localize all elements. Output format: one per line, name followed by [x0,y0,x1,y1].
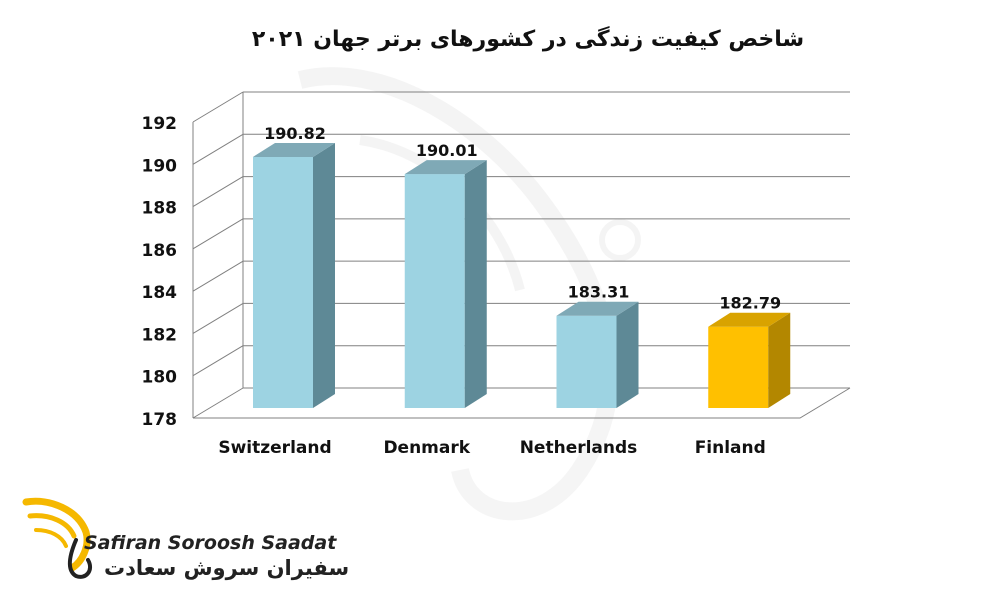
floor-line [193,387,851,419]
gridline-side [192,218,244,250]
bird-logo-icon [22,497,93,579]
logo-text-fa: سفیران سروش سعادت [104,556,350,580]
y-tick-label: 178 [142,410,178,430]
bars-layer [253,142,791,408]
gridline-side [192,387,244,419]
data-label: 182.79 [719,294,781,313]
bar-side [464,160,487,408]
data-label: 183.31 [568,283,630,302]
labels-layer: 178 180 182 184 186 188 190 192 190.82 Switzerlan… [142,114,782,458]
bar-front [253,156,313,408]
bar-side [616,301,639,408]
bar-front [404,174,465,408]
y-tick-label: 188 [142,199,178,219]
gridline-side [192,176,244,208]
x-tick-label: Netherlands [520,438,638,458]
logo-text-en: Safiran Soroosh Saadat [84,532,337,554]
data-label: 190.01 [416,141,478,160]
y-tick-label: 190 [142,156,178,176]
bar-top [708,312,791,327]
gridline-side [192,133,244,165]
x-tick-label: Switzerland [218,438,331,458]
gridline-side [192,91,244,123]
y-tick-label: 184 [142,283,178,303]
x-tick-label: Finland [695,438,766,458]
bar-front [556,315,617,408]
bar-top [556,301,639,316]
bar-side [768,312,791,408]
brand-logo: Safiran Soroosh Saadat سفیران سروش سعادت [20,490,349,590]
bar-front [708,326,769,408]
bar-denmark [404,160,487,408]
y-tick-label: 192 [142,114,178,134]
bar-finland [708,312,791,408]
bar-top [253,142,335,157]
y-tick-label: 180 [142,368,178,388]
gridline-side [192,302,244,334]
chart-title: شاخص کیفیت زندگی در کشورهای برتر جهان ۲۰… [252,25,804,52]
x-tick-label: Denmark [383,438,470,458]
data-label: 190.82 [264,124,326,143]
bar-switzerland [253,142,335,408]
bar-netherlands [556,301,639,408]
gridline-side [192,345,244,377]
y-tick-label: 186 [142,241,178,261]
bar-side [313,142,335,408]
y-tick-label: 182 [142,325,178,345]
bar-top [404,160,487,175]
gridline-side [192,260,244,292]
